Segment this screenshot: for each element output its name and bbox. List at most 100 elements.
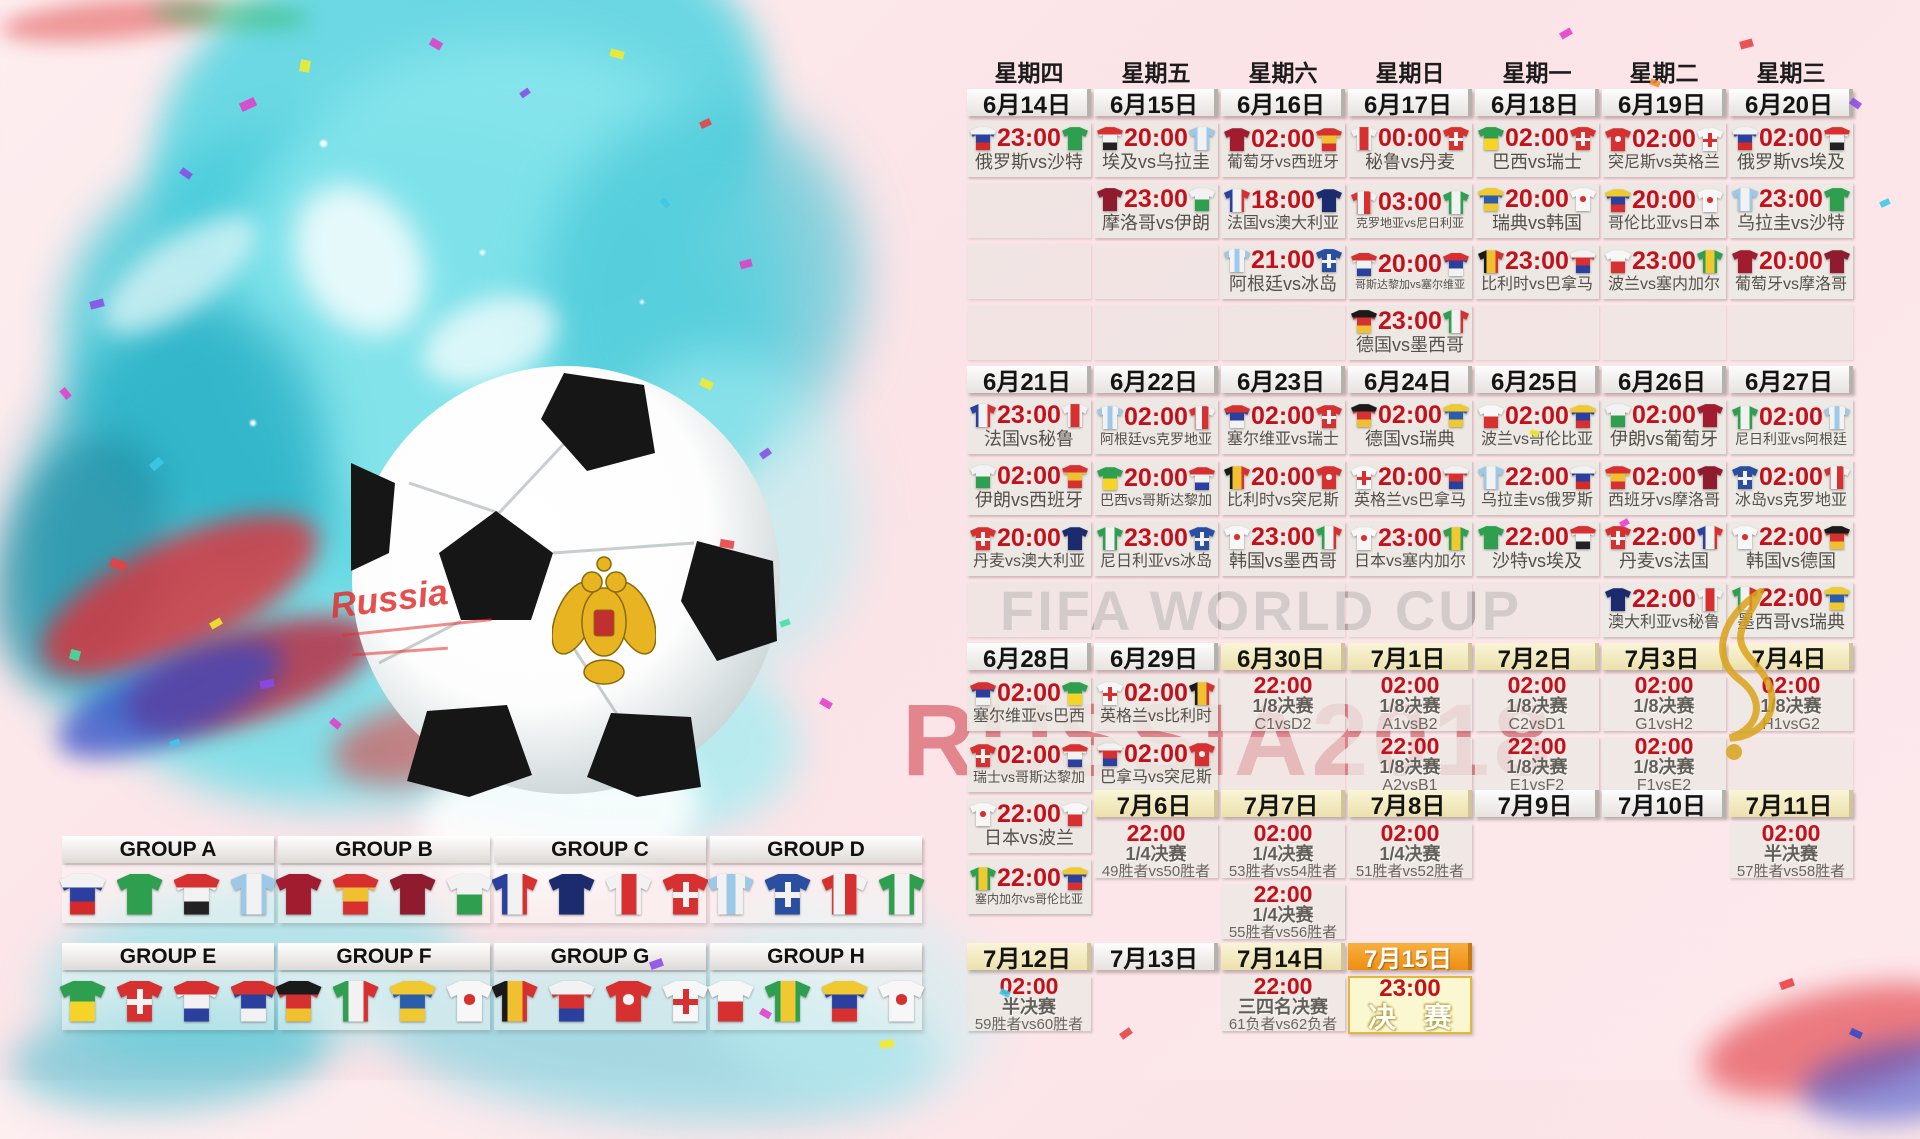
knockout-round: 1/4决赛 — [1252, 843, 1314, 864]
match-time: 23:00 — [997, 401, 1061, 430]
empty-slot — [1094, 305, 1218, 360]
knockout-cell: 02:00 1/4决赛 53胜者vs54胜者 — [1221, 819, 1345, 879]
match-cell: 20:00 巴西vs哥斯达黎加 — [1094, 460, 1218, 515]
group-box: GROUP F — [275, 943, 493, 1030]
match-time: 02:00 — [1759, 403, 1823, 432]
team-jersey-icon — [821, 980, 868, 1022]
knockout-time: 22:00 — [1380, 733, 1440, 760]
date-header: 6月20日 — [1729, 89, 1853, 119]
confetti-piece — [1739, 38, 1754, 50]
match-teams-label: 摩洛哥vs伊朗 — [1102, 213, 1210, 234]
confetti-piece — [428, 37, 444, 51]
team-jersey-icon — [1188, 743, 1215, 767]
knockout-pairing: G1vsH2 — [1635, 716, 1693, 734]
team-jersey-icon — [1478, 250, 1504, 274]
match-teams-label: 韩国vs德国 — [1746, 551, 1836, 572]
empty-slot — [1729, 737, 1853, 792]
group-box: GROUP H — [707, 943, 925, 1030]
confetti-piece — [89, 298, 105, 310]
team-jersey-icon — [1224, 526, 1250, 550]
team-jersey-icon — [1442, 404, 1469, 428]
team-jersey-icon — [1351, 527, 1377, 551]
group-box: GROUP C — [491, 836, 709, 923]
confetti-piece — [329, 717, 342, 730]
team-jersey-icon — [1823, 406, 1850, 430]
match-teams-label: 克罗地亚vs尼日利亚 — [1355, 216, 1464, 231]
knockout-cell: 22:00 1/8决赛 A2vsB1 — [1348, 733, 1472, 794]
date-header: 7月8日 — [1348, 790, 1472, 820]
team-jersey-icon — [1061, 127, 1088, 151]
team-jersey-icon — [1061, 867, 1088, 891]
weekday-header: 星期六 — [1248, 60, 1318, 86]
team-jersey-icon — [878, 980, 925, 1022]
match-time: 02:00 — [1632, 463, 1696, 492]
team-jersey-icon — [1605, 466, 1631, 490]
team-jersey-icon — [491, 980, 538, 1022]
knockout-pairing: 57胜者vs58胜者 — [1736, 862, 1846, 880]
match-teams-label: 巴西vs瑞士 — [1492, 152, 1582, 173]
team-jersey-icon — [764, 980, 811, 1022]
confetti-piece — [169, 738, 181, 748]
match-cell: 22:00 乌拉圭vs俄罗斯 — [1475, 460, 1599, 515]
date-header: 7月10日 — [1602, 790, 1726, 820]
group-jerseys-strip — [59, 865, 277, 923]
match-cell: 20:00 比利时vs突尼斯 — [1221, 460, 1345, 515]
match-teams-label: 哥伦比亚vs日本 — [1607, 215, 1720, 233]
knockout-time: 02:00 — [1253, 819, 1313, 846]
match-time: 00:00 — [1378, 124, 1442, 153]
match-teams-label: 突尼斯vs英格兰 — [1607, 154, 1720, 172]
team-jersey-icon — [1351, 127, 1377, 151]
date-header: 7月1日 — [1348, 643, 1472, 673]
match-cell: 22:00 日本vs波兰 — [967, 798, 1091, 853]
match-time: 23:00 — [1124, 524, 1188, 553]
knockout-round: 1/8决赛 — [1506, 696, 1568, 717]
match-time: 20:00 — [1505, 185, 1569, 214]
paint-blob — [43, 617, 297, 783]
match-time: 23:00 — [1632, 247, 1696, 276]
team-jersey-icon — [1442, 252, 1469, 276]
sparkle-dot — [410, 560, 415, 565]
team-jersey-icon — [1732, 127, 1758, 151]
team-jersey-icon — [332, 873, 379, 915]
team-jersey-icon — [1315, 405, 1342, 429]
team-jersey-icon — [1442, 191, 1469, 215]
weekday-header: 星期日 — [1375, 60, 1445, 86]
match-cell: 02:00 俄罗斯vs埃及 — [1729, 122, 1853, 177]
team-jersey-icon — [1605, 128, 1631, 152]
match-time: 20:00 — [1378, 249, 1442, 278]
match-teams-label: 日本vs塞内加尔 — [1353, 553, 1466, 571]
match-teams-label: 秘鲁vs丹麦 — [1365, 152, 1455, 173]
paint-blob — [149, 0, 311, 35]
knockout-pairing: 49胜者vs50胜者 — [1101, 862, 1211, 880]
match-cell: 18:00 法国vs澳大利亚 — [1221, 183, 1345, 238]
date-header: 6月29日 — [1094, 643, 1218, 673]
knockout-pairing: F1vsE2 — [1636, 777, 1692, 795]
team-jersey-icon — [970, 867, 996, 891]
team-jersey-icon — [970, 527, 996, 551]
team-jersey-icon — [1732, 466, 1758, 490]
confetti-piece — [59, 387, 72, 400]
knockout-pairing: C2vsD1 — [1508, 716, 1566, 734]
team-jersey-icon — [1188, 188, 1215, 212]
date-header: 7月9日 — [1475, 790, 1599, 820]
group-box: GROUP B — [275, 836, 493, 923]
sparkle-dot — [640, 300, 644, 304]
knockout-cell: 22:00 1/8决赛 C1vsD2 — [1221, 673, 1345, 733]
paint-blob — [1795, 1025, 1920, 1135]
match-teams-label: 乌拉圭vs俄罗斯 — [1480, 492, 1593, 510]
team-jersey-icon — [1061, 527, 1088, 551]
match-cell: 02:00 巴西vs瑞士 — [1475, 122, 1599, 177]
match-cell: 23:00 比利时vs巴拿马 — [1475, 244, 1599, 299]
team-jersey-icon — [116, 873, 163, 915]
knockout-time: 22:00 — [1126, 819, 1186, 846]
match-time: 22:00 — [1632, 585, 1696, 614]
match-cell: 02:00 西班牙vs摩洛哥 — [1602, 460, 1726, 515]
team-jersey-icon — [1224, 466, 1250, 490]
sparkle-dot — [320, 140, 327, 147]
knockout-round: 1/4决赛 — [1379, 843, 1441, 864]
team-jersey-icon — [1478, 466, 1504, 490]
confetti-piece — [148, 456, 165, 472]
group-label: GROUP D — [710, 836, 922, 863]
date-header: 7月14日 — [1221, 943, 1345, 973]
team-jersey-icon — [662, 873, 709, 915]
